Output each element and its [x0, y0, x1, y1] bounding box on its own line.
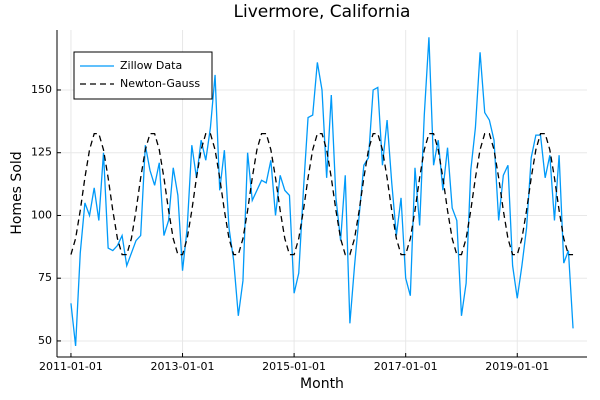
y-tick-label: 150 — [31, 83, 52, 96]
y-tick-label: 125 — [31, 146, 52, 159]
y-axis-label: Homes Sold — [9, 151, 25, 234]
legend-label: Zillow Data — [120, 59, 182, 72]
x-tick-label: 2017-01-01 — [374, 360, 438, 373]
x-tick-label: 2013-01-01 — [151, 360, 215, 373]
x-axis-label: Month — [300, 376, 344, 392]
y-tick-label: 100 — [31, 208, 52, 221]
y-tick-label: 75 — [38, 271, 52, 284]
x-tick-label: 2015-01-01 — [262, 360, 326, 373]
y-tick-label: 50 — [38, 334, 52, 347]
x-tick-label: 2019-01-01 — [485, 360, 549, 373]
legend-box — [73, 51, 213, 100]
chart-title: Livermore, California — [234, 2, 411, 22]
line — [70, 133, 574, 256]
line — [70, 37, 574, 347]
x-tick-label: 2011-01-01 — [39, 360, 103, 373]
legend-label: Newton-Gauss — [120, 77, 200, 90]
